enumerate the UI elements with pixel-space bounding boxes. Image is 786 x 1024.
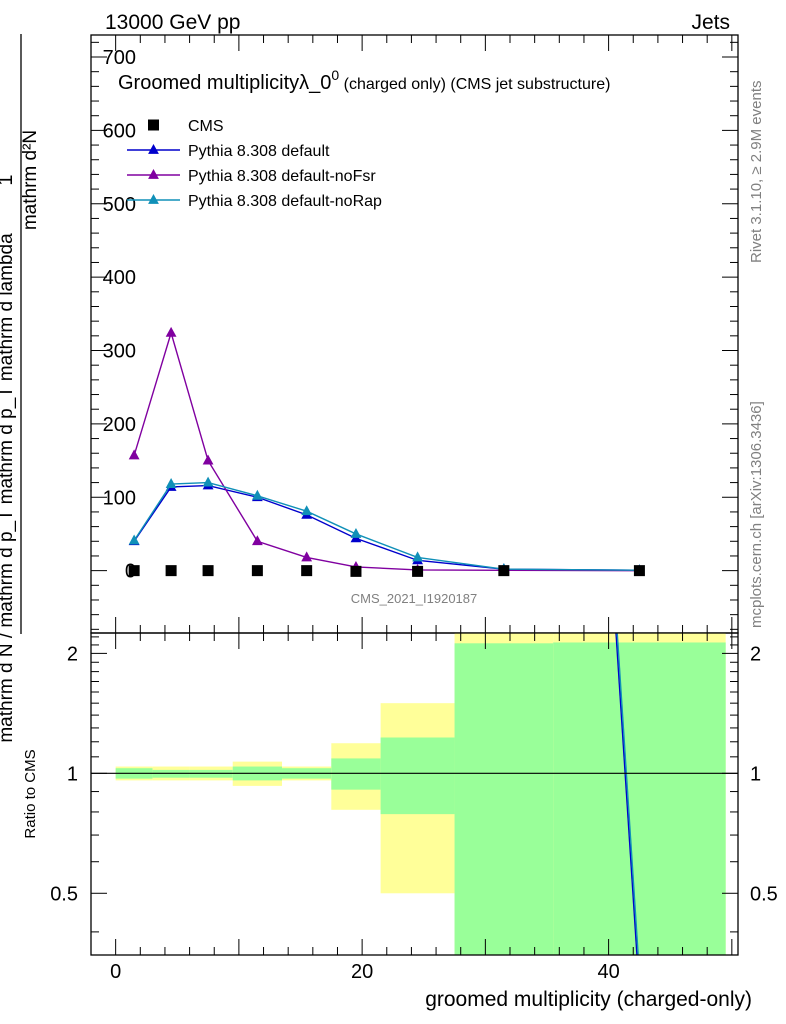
y-tick-label: 100 — [103, 487, 136, 509]
legend-entry: Pythia 8.308 default-noRap — [127, 193, 382, 210]
y-tick-label: 300 — [103, 341, 136, 363]
data-point — [301, 505, 313, 516]
uncertainty-band-inner — [331, 758, 381, 790]
x-axis-title: groomed multiplicity (charged-only) — [425, 988, 752, 1011]
y-title-denominator: mathrm d N / mathrm d p_T mathrm d p_T m… — [0, 233, 17, 743]
data-point — [148, 144, 159, 154]
series-3 — [128, 476, 645, 575]
data-point — [128, 534, 140, 545]
ratio-series-line — [615, 632, 638, 956]
data-point — [301, 551, 313, 562]
y-tick-label: 200 — [103, 414, 136, 436]
x-tick-label: 20 — [351, 961, 373, 983]
legend-entry: Pythia 8.308 default-noFsr — [127, 168, 376, 185]
ratio-axis-ticks: 0.5 0.51 12 20 20 40 — [50, 633, 778, 983]
mcplots-site-label: mcplots.cern.ch [arXiv:1306.3436] — [748, 401, 765, 628]
x-tick-label: 0 — [110, 961, 121, 983]
data-point — [350, 527, 362, 538]
series-2 — [128, 326, 645, 575]
chart-title: Groomed multiplicityλ_00 (charged only) … — [118, 67, 610, 94]
ratio-panel: 0.5 0.51 12 20 20 40 Ratio to CMS groomed mul… — [22, 632, 778, 1011]
ratio-y-tick-label: 0.5 — [50, 883, 78, 905]
data-point — [148, 169, 159, 179]
data-point — [202, 565, 214, 577]
data-point — [633, 565, 645, 577]
ratio-y-tick-label-right: 2 — [750, 643, 761, 665]
legend-label: Pythia 8.308 default-noFsr — [188, 168, 376, 185]
energy-label: 13000 GeV pp — [105, 11, 240, 34]
data-point — [412, 565, 424, 577]
data-point — [148, 194, 159, 204]
uncertainty-band-inner — [553, 642, 726, 955]
data-point — [350, 565, 362, 577]
ratio-y-tick-label: 1 — [67, 763, 78, 785]
main-panel: 0 100 200 300 400 500 600 700 Groomed multiplic… — [0, 34, 739, 743]
ratio-series — [615, 632, 639, 956]
chart-title-suffix: (charged only) (CMS jet substructure) — [339, 76, 610, 93]
data-point — [301, 565, 313, 577]
data-point — [165, 565, 177, 577]
data-point — [202, 476, 214, 487]
data-point — [251, 535, 263, 546]
data-point — [165, 326, 177, 337]
legend-label: CMS — [188, 118, 224, 135]
series-1 — [128, 479, 645, 575]
x-tick-label: 40 — [597, 961, 619, 983]
data-point — [128, 565, 140, 577]
legend-entry: Pythia 8.308 default — [127, 143, 330, 160]
legend-label: Pythia 8.308 default — [188, 143, 330, 160]
series-line — [133, 484, 640, 571]
legend-label: Pythia 8.308 default-noRap — [188, 193, 382, 210]
data-point — [412, 551, 423, 562]
analysis-watermark: CMS_2021_I1920187 — [351, 591, 478, 606]
y-title-numerator: mathrm d²N — [20, 130, 41, 230]
data-point — [498, 565, 510, 577]
y-title-one: 1 — [0, 174, 17, 185]
data-point — [251, 489, 263, 500]
uncertainty-band-inner — [454, 643, 554, 955]
data-point — [251, 565, 263, 577]
chart-title-main: Groomed multiplicityλ_0 — [118, 72, 331, 94]
legend-marker — [148, 119, 159, 131]
y-tick-label: 500 — [103, 194, 136, 216]
ratio-y-tick-label: 2 — [67, 643, 78, 665]
ratio-y-axis-title: Ratio to CMS — [22, 749, 39, 838]
ratio-y-tick-label-right: 1 — [750, 763, 761, 785]
uncertainty-band-inner — [380, 737, 455, 815]
series-line — [133, 330, 640, 572]
y-tick-label: 700 — [103, 47, 136, 69]
chart-title-superscript: 0 — [331, 67, 339, 83]
y-tick-label: 400 — [103, 267, 136, 289]
process-label: Jets — [691, 11, 730, 34]
series-line — [133, 481, 640, 571]
y-tick-label: 600 — [103, 120, 136, 142]
ratio-bands — [115, 633, 726, 955]
data-point — [128, 449, 140, 460]
ratio-series-line — [616, 632, 639, 956]
legend-entry: CMS — [148, 118, 224, 135]
data-point — [202, 454, 214, 465]
main-series — [128, 326, 645, 577]
main-y-axis-title: 1 mathrm d N / mathrm d p_T mathrm d p_T… — [0, 34, 41, 743]
rivet-version-label: Rivet 3.1.10, ≥ 2.9M events — [748, 81, 765, 264]
ratio-frame — [90, 632, 739, 956]
data-point — [165, 478, 177, 488]
series-0 — [128, 565, 645, 577]
ratio-y-tick-label-right: 0.5 — [750, 883, 778, 905]
legend: CMS Pythia 8.308 default Pythia 8.308 defa… — [127, 118, 382, 210]
